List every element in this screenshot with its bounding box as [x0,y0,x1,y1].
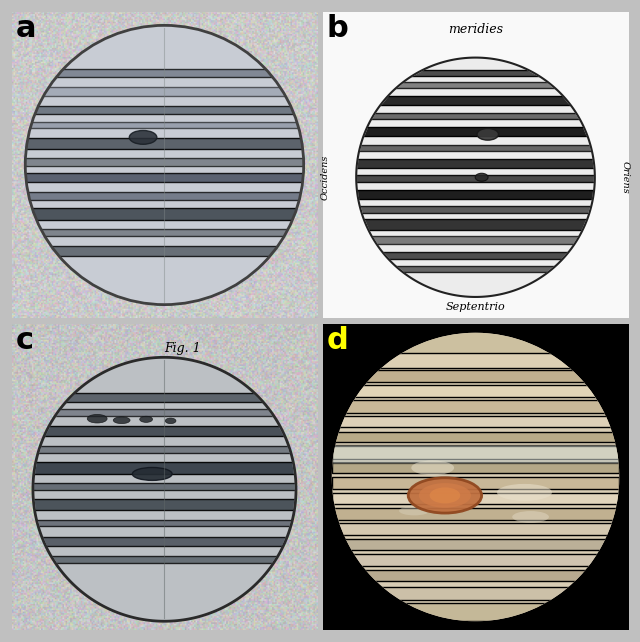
FancyBboxPatch shape [15,192,314,200]
FancyBboxPatch shape [356,236,595,244]
Circle shape [26,26,303,304]
Polygon shape [332,333,620,621]
FancyBboxPatch shape [332,401,620,413]
Text: c: c [15,326,33,355]
Text: b: b [326,14,348,43]
FancyBboxPatch shape [332,352,620,368]
FancyBboxPatch shape [15,158,314,166]
FancyBboxPatch shape [332,493,620,504]
FancyBboxPatch shape [33,519,296,526]
FancyBboxPatch shape [356,145,595,151]
FancyBboxPatch shape [356,126,595,136]
FancyBboxPatch shape [33,499,296,510]
Circle shape [332,333,620,621]
FancyBboxPatch shape [356,175,595,182]
Ellipse shape [399,506,429,516]
Polygon shape [33,358,296,621]
FancyBboxPatch shape [332,445,620,463]
Polygon shape [356,58,595,297]
FancyBboxPatch shape [356,206,595,213]
Circle shape [357,58,594,296]
FancyBboxPatch shape [33,537,296,546]
Text: Oriens: Oriens [621,161,630,194]
FancyBboxPatch shape [15,138,314,149]
FancyBboxPatch shape [356,69,595,76]
Ellipse shape [429,487,460,503]
FancyBboxPatch shape [15,208,314,220]
FancyBboxPatch shape [332,431,620,442]
Ellipse shape [165,418,176,424]
FancyBboxPatch shape [33,462,296,474]
FancyBboxPatch shape [15,229,314,236]
Text: Septentrio: Septentrio [445,302,506,312]
FancyBboxPatch shape [332,587,620,600]
FancyBboxPatch shape [15,173,314,182]
FancyBboxPatch shape [356,189,595,199]
Ellipse shape [419,483,471,508]
FancyBboxPatch shape [332,446,620,458]
FancyBboxPatch shape [332,462,620,473]
Ellipse shape [477,128,499,140]
FancyBboxPatch shape [15,122,314,128]
FancyBboxPatch shape [33,557,296,563]
Ellipse shape [497,484,552,501]
Text: d: d [326,326,348,355]
Ellipse shape [129,130,157,144]
Polygon shape [26,26,303,304]
FancyBboxPatch shape [33,409,296,416]
FancyBboxPatch shape [356,252,595,259]
FancyBboxPatch shape [33,483,296,490]
FancyBboxPatch shape [33,426,296,437]
Text: Occidens: Occidens [321,155,330,200]
FancyBboxPatch shape [356,159,595,168]
FancyBboxPatch shape [332,553,620,566]
FancyBboxPatch shape [33,446,296,453]
FancyBboxPatch shape [332,539,620,550]
FancyBboxPatch shape [356,220,595,230]
Circle shape [34,358,295,620]
Ellipse shape [132,467,172,480]
FancyBboxPatch shape [332,385,620,397]
FancyBboxPatch shape [33,393,296,401]
Ellipse shape [140,416,152,422]
FancyBboxPatch shape [356,113,595,119]
FancyBboxPatch shape [356,82,595,88]
FancyBboxPatch shape [332,523,620,535]
FancyBboxPatch shape [356,266,595,272]
FancyBboxPatch shape [15,106,314,114]
FancyBboxPatch shape [332,603,620,621]
Ellipse shape [512,511,549,523]
FancyBboxPatch shape [15,69,314,77]
Ellipse shape [412,460,454,475]
FancyBboxPatch shape [15,247,314,256]
Ellipse shape [408,478,482,513]
FancyBboxPatch shape [332,330,620,354]
FancyBboxPatch shape [356,96,595,105]
Ellipse shape [87,414,107,423]
Text: Fig. 1: Fig. 1 [164,342,201,355]
Text: a: a [15,14,36,43]
FancyBboxPatch shape [332,477,620,489]
Ellipse shape [476,173,488,181]
FancyBboxPatch shape [332,417,620,427]
FancyBboxPatch shape [15,87,314,96]
FancyBboxPatch shape [332,570,620,580]
FancyBboxPatch shape [332,508,620,519]
Ellipse shape [113,417,130,424]
Text: meridies: meridies [448,23,503,36]
FancyBboxPatch shape [332,370,620,382]
